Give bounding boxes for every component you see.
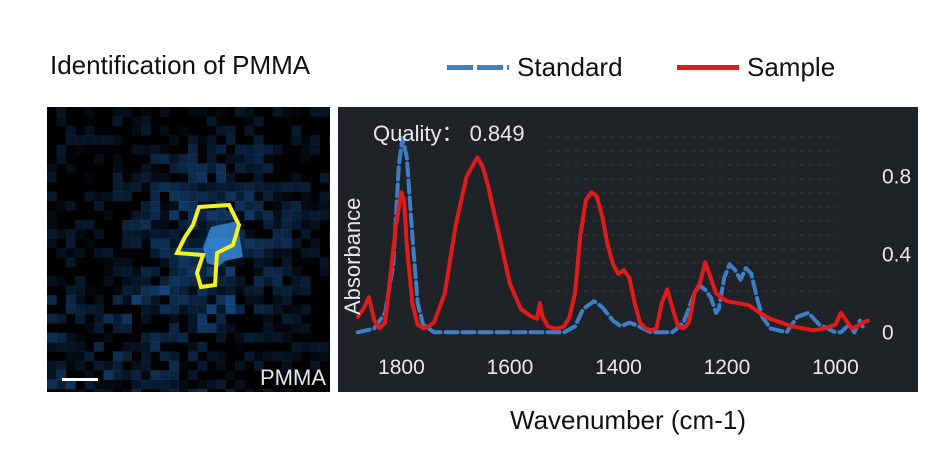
x-tick-label-1200: 1200 (704, 356, 751, 379)
particle-outline (173, 202, 242, 290)
pmma-chemical-map: PMMA (47, 107, 330, 392)
legend-item-standard: Standard (447, 50, 623, 84)
map-pixels (47, 107, 330, 392)
spectrum-plot: 1800 1600 1400 1200 1000 0 0.4 0.8 (356, 135, 912, 379)
legend-swatch-standard (447, 64, 509, 70)
legend-label-standard: Standard (517, 51, 623, 82)
y-tick-label-0.8: 0.8 (882, 166, 911, 189)
x-axis-label: Wavenumber (cm-1) (510, 405, 746, 435)
x-tick-label-1400: 1400 (595, 356, 642, 379)
chart-legend: Standard Sample (0, 50, 941, 84)
figure-title: Identification of PMMA (50, 50, 311, 80)
quality-score: Quality： 0.849 (373, 121, 525, 146)
y-axis-label: Absorbance (340, 197, 365, 315)
x-tick-label-1800: 1800 (378, 356, 425, 379)
y-tick-label-0: 0 (882, 321, 894, 344)
x-tick-label-1000: 1000 (812, 356, 859, 379)
legend-label-sample: Sample (747, 51, 836, 82)
map-hotspot (203, 221, 243, 267)
spectrum-chart: 1800 1600 1400 1200 1000 0 0.4 0.8 Quality： 0.8… (338, 107, 918, 392)
scale-bar (62, 378, 98, 381)
x-tick-label-1600: 1600 (487, 356, 534, 379)
series-line-sample (356, 155, 870, 333)
y-tick-label-0.4: 0.4 (882, 244, 912, 267)
map-label: PMMA (260, 365, 326, 390)
chart-background-texture (548, 136, 838, 292)
series-line-standard (356, 135, 865, 335)
legend-item-sample: Sample (677, 50, 835, 84)
map-image (47, 107, 330, 392)
legend-swatch-sample (677, 64, 739, 70)
